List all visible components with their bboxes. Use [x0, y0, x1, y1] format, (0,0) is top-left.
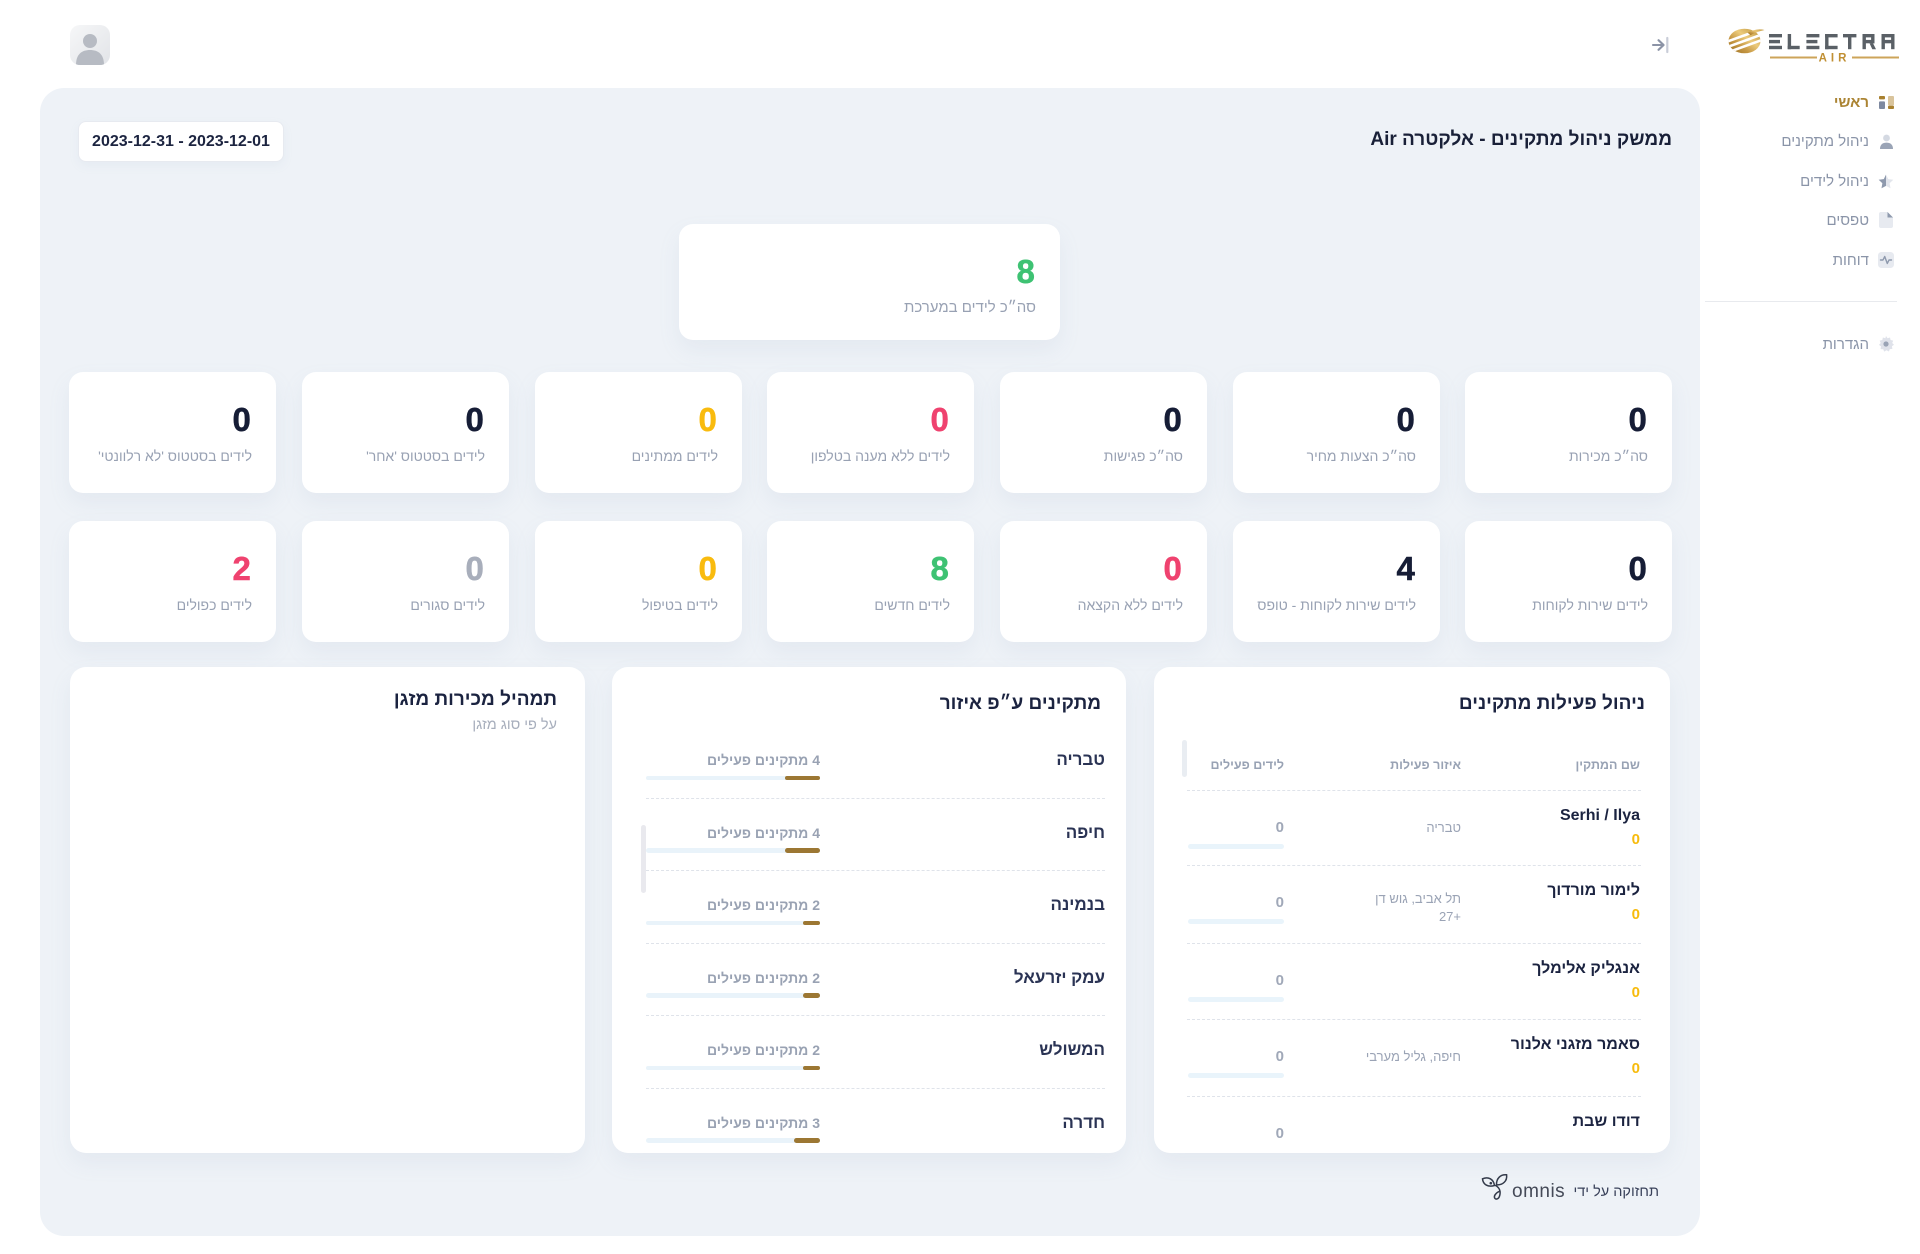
- svg-text:AIR: AIR: [1819, 53, 1851, 65]
